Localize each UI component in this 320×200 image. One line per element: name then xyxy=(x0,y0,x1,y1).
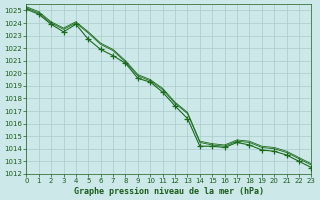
X-axis label: Graphe pression niveau de la mer (hPa): Graphe pression niveau de la mer (hPa) xyxy=(74,187,264,196)
